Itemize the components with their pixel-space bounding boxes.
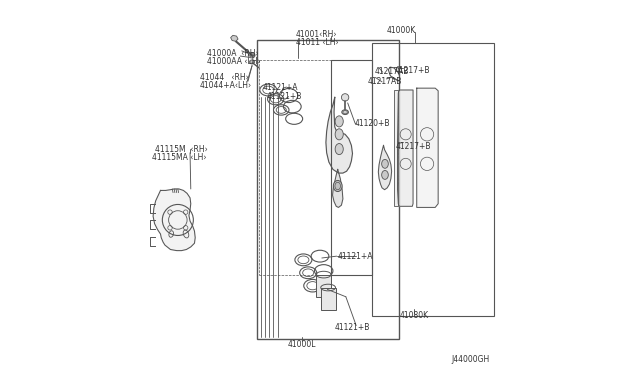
Text: 41011 ‹LH›: 41011 ‹LH› [296, 38, 339, 46]
Text: 41121+B: 41121+B [266, 92, 302, 101]
Polygon shape [333, 169, 343, 208]
Polygon shape [153, 189, 195, 251]
Text: 41000AA ‹LH›: 41000AA ‹LH› [207, 57, 261, 66]
Text: 41000K: 41000K [387, 26, 416, 35]
Ellipse shape [342, 110, 348, 115]
Text: 41121+A: 41121+A [263, 83, 298, 92]
Text: 41217AB: 41217AB [374, 67, 409, 76]
Bar [372, 43, 493, 316]
Bar [394, 90, 397, 206]
Text: 41044   ‹RH›: 41044 ‹RH› [200, 73, 249, 81]
Polygon shape [378, 145, 392, 190]
Text: 41120+B: 41120+B [355, 119, 390, 128]
Bar [331, 61, 372, 275]
Ellipse shape [381, 160, 388, 168]
Circle shape [341, 94, 349, 101]
Text: J44000GH: J44000GH [452, 355, 490, 364]
Polygon shape [230, 35, 238, 41]
Ellipse shape [335, 129, 343, 140]
Text: 41121+A: 41121+A [338, 251, 373, 261]
Polygon shape [417, 88, 438, 208]
Text: 41000L: 41000L [287, 340, 316, 349]
Polygon shape [326, 97, 353, 173]
Bar [316, 275, 331, 297]
Text: 41001‹RH›: 41001‹RH› [296, 30, 337, 39]
Ellipse shape [335, 144, 343, 155]
Text: 41217+B: 41217+B [395, 66, 430, 75]
Text: 41044+A‹LH›: 41044+A‹LH› [200, 81, 252, 90]
Text: 41000A  ‹RH›: 41000A ‹RH› [207, 49, 259, 58]
Text: 41217+B: 41217+B [396, 142, 431, 151]
Bar [321, 288, 335, 310]
Ellipse shape [335, 116, 343, 127]
Polygon shape [397, 90, 413, 206]
Text: 41121+B: 41121+B [335, 323, 370, 331]
Text: 41115MA ‹LH›: 41115MA ‹LH› [152, 153, 207, 162]
Text: 41115M  ‹RH›: 41115M ‹RH› [155, 145, 207, 154]
Ellipse shape [381, 170, 388, 179]
Text: 41217AB: 41217AB [368, 77, 403, 86]
Bar [257, 40, 399, 339]
Text: 41080K: 41080K [399, 311, 429, 320]
Ellipse shape [333, 180, 342, 192]
